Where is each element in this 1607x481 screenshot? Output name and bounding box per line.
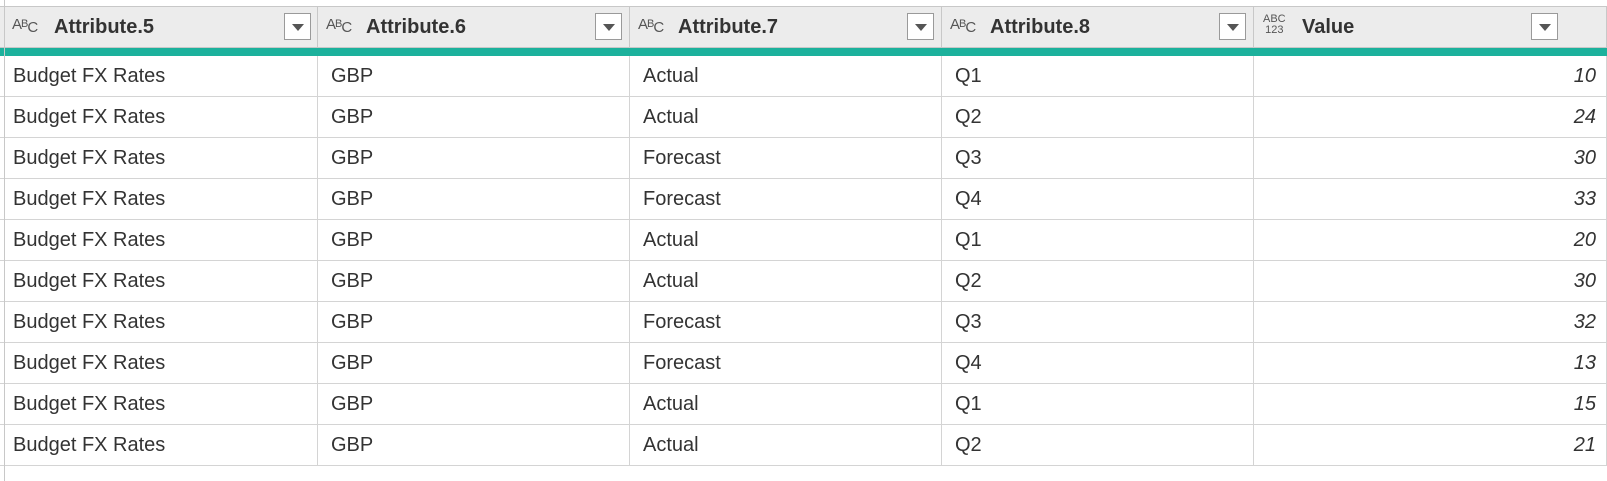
column-name: Attribute.6 — [366, 16, 466, 38]
table-cell[interactable]: GBP — [318, 425, 630, 466]
grid-left-edge — [0, 0, 5, 481]
column-header-attribute-8[interactable]: ABC Attribute.8 — [942, 7, 1254, 48]
table-row[interactable]: Budget FX Rates GBP Actual Q1 15 — [0, 384, 1607, 425]
table-cell[interactable]: Actual — [630, 425, 942, 466]
filter-dropdown-button[interactable] — [284, 13, 311, 40]
table-cell[interactable]: Budget FX Rates — [0, 220, 318, 261]
table-cell[interactable]: 24 — [1254, 97, 1607, 138]
table-cell[interactable]: Q4 — [942, 179, 1254, 220]
table-cell[interactable]: 32 — [1254, 302, 1607, 343]
table-cell[interactable]: GBP — [318, 97, 630, 138]
table-cell[interactable]: GBP — [318, 261, 630, 302]
table-cell[interactable]: Budget FX Rates — [0, 97, 318, 138]
table-cell[interactable]: 33 — [1254, 179, 1607, 220]
column-name: Attribute.7 — [678, 16, 778, 38]
table-row[interactable]: Budget FX Rates GBP Actual Q1 10 — [0, 56, 1607, 97]
column-name: Attribute.8 — [990, 16, 1090, 38]
table-cell[interactable]: Budget FX Rates — [0, 179, 318, 220]
column-name: Value — [1302, 16, 1355, 38]
column-header-row: ABC Attribute.5 ABC Attribute.6 ABC Attr… — [0, 7, 1607, 48]
table-cell[interactable]: Actual — [630, 261, 942, 302]
table-cell[interactable]: Budget FX Rates — [0, 425, 318, 466]
filter-dropdown-button[interactable] — [1531, 13, 1558, 40]
table-cell[interactable]: Budget FX Rates — [0, 343, 318, 384]
table-cell[interactable]: Actual — [630, 56, 942, 97]
table-cell[interactable]: Forecast — [630, 302, 942, 343]
column-header-attribute-5[interactable]: ABC Attribute.5 — [0, 7, 318, 48]
table-cell[interactable]: 20 — [1254, 220, 1607, 261]
table-cell[interactable]: 15 — [1254, 384, 1607, 425]
table-cell[interactable]: Forecast — [630, 179, 942, 220]
table-row[interactable]: Budget FX Rates GBP Forecast Q4 33 — [0, 179, 1607, 220]
table-cell[interactable]: Actual — [630, 97, 942, 138]
text-type-icon[interactable]: ABC — [12, 16, 38, 36]
table-cell[interactable]: Budget FX Rates — [0, 384, 318, 425]
column-header-attribute-7[interactable]: ABC Attribute.7 — [630, 7, 942, 48]
table-cell[interactable]: Forecast — [630, 138, 942, 179]
table-row[interactable]: Budget FX Rates GBP Forecast Q3 32 — [0, 302, 1607, 343]
table-cell[interactable]: Q3 — [942, 138, 1254, 179]
table-cell[interactable]: Budget FX Rates — [0, 302, 318, 343]
column-header-attribute-6[interactable]: ABC Attribute.6 — [318, 7, 630, 48]
table-cell[interactable]: Actual — [630, 384, 942, 425]
table-cell[interactable]: Q2 — [942, 97, 1254, 138]
column-quality-bar — [0, 48, 1607, 56]
table-cell[interactable]: GBP — [318, 179, 630, 220]
table-cell[interactable]: Q2 — [942, 261, 1254, 302]
table-row[interactable]: Budget FX Rates GBP Forecast Q3 30 — [0, 138, 1607, 179]
table-cell[interactable]: GBP — [318, 384, 630, 425]
table-cell[interactable]: 10 — [1254, 56, 1607, 97]
table-row[interactable]: Budget FX Rates GBP Actual Q2 30 — [0, 261, 1607, 302]
table-row[interactable]: Budget FX Rates GBP Actual Q2 24 — [0, 97, 1607, 138]
text-type-icon[interactable]: ABC — [638, 16, 664, 36]
table-cell[interactable]: 30 — [1254, 261, 1607, 302]
table-cell[interactable]: 21 — [1254, 425, 1607, 466]
filter-dropdown-button[interactable] — [595, 13, 622, 40]
table-cell[interactable]: Budget FX Rates — [0, 56, 318, 97]
table-cell[interactable]: GBP — [318, 56, 630, 97]
column-header-value[interactable]: ABC 123 Value — [1254, 7, 1607, 48]
table-cell[interactable]: 13 — [1254, 343, 1607, 384]
table-cell[interactable]: GBP — [318, 302, 630, 343]
table-row[interactable]: Budget FX Rates GBP Forecast Q4 13 — [0, 343, 1607, 384]
table-cell[interactable]: GBP — [318, 343, 630, 384]
table-cell[interactable]: Budget FX Rates — [0, 138, 318, 179]
text-type-icon[interactable]: ABC — [950, 16, 976, 36]
table-cell[interactable]: 30 — [1254, 138, 1607, 179]
grid-top-border — [0, 0, 1607, 7]
table-cell[interactable]: Actual — [630, 220, 942, 261]
filter-dropdown-button[interactable] — [907, 13, 934, 40]
table-cell[interactable]: Q3 — [942, 302, 1254, 343]
table-cell[interactable]: GBP — [318, 220, 630, 261]
table-cell[interactable]: Q4 — [942, 343, 1254, 384]
table-cell[interactable]: Q1 — [942, 384, 1254, 425]
filter-dropdown-button[interactable] — [1219, 13, 1246, 40]
table-cell[interactable]: Forecast — [630, 343, 942, 384]
table-row[interactable]: Budget FX Rates GBP Actual Q1 20 — [0, 220, 1607, 261]
any-type-icon[interactable]: ABC 123 — [1263, 13, 1286, 36]
table-cell[interactable]: GBP — [318, 138, 630, 179]
table-cell[interactable]: Q1 — [942, 56, 1254, 97]
table-row[interactable]: Budget FX Rates GBP Actual Q2 21 — [0, 425, 1607, 466]
table-cell[interactable]: Q2 — [942, 425, 1254, 466]
table-cell[interactable]: Budget FX Rates — [0, 261, 318, 302]
column-name: Attribute.5 — [54, 16, 154, 38]
table-cell[interactable]: Q1 — [942, 220, 1254, 261]
text-type-icon[interactable]: ABC — [326, 16, 352, 36]
